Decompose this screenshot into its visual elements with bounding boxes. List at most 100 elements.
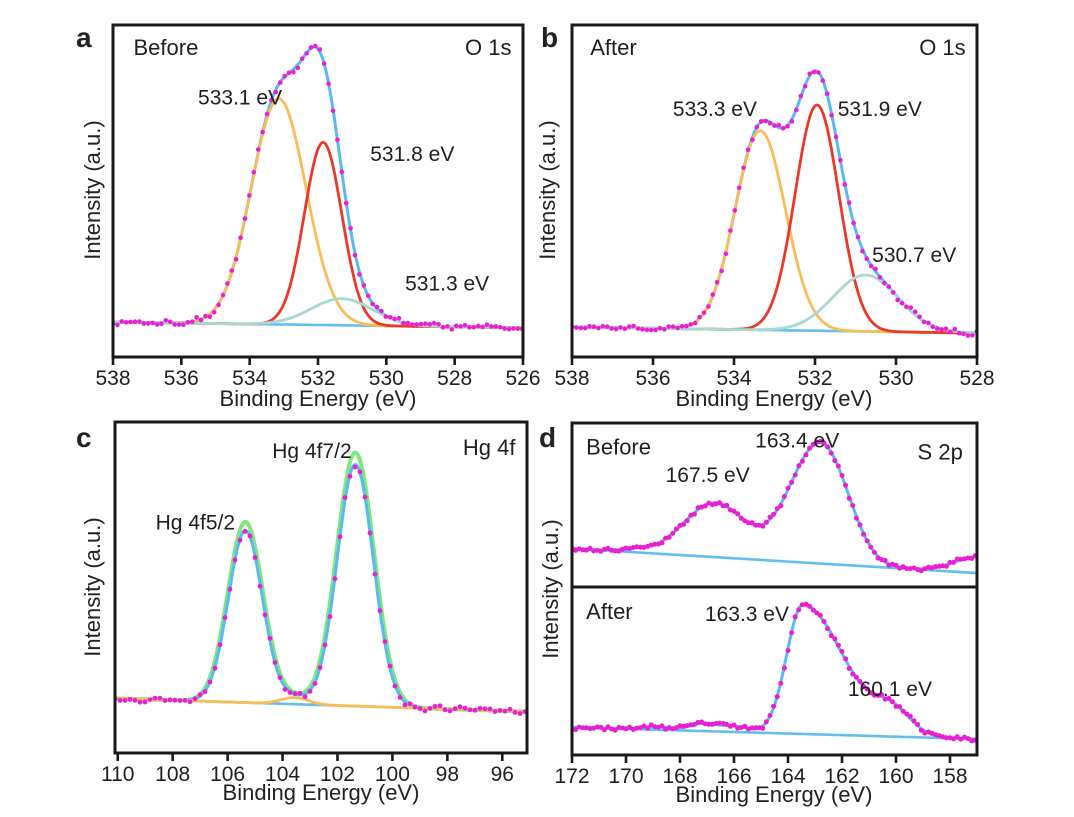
panel-tag: After [586,599,632,624]
data-point [357,469,363,475]
data-point [497,708,503,713]
data-point [312,681,318,686]
panel-d2-plot-area [572,601,977,744]
data-point [437,703,443,709]
data-point [262,612,268,618]
corner-label: O 1s [465,35,511,60]
data-point [954,556,960,562]
data-point [701,310,707,316]
data-point [778,680,784,686]
corner-label: O 1s [919,35,965,60]
data-point [745,147,751,153]
data-point [634,544,640,550]
data-point [832,458,838,464]
data-point [431,320,437,326]
peak-annotation: 533.1 eV [198,86,282,109]
data-point [127,697,133,702]
data-point [662,327,667,332]
data-point [132,319,138,325]
data-point [207,314,213,320]
data-point [789,119,795,124]
data-point [886,695,892,701]
data-point [405,320,411,326]
data-point [225,281,230,286]
data-point [379,308,384,314]
data-point [810,607,816,613]
data-point [229,268,235,273]
data-point [137,319,142,324]
data-point [659,540,665,546]
data-point [295,65,301,71]
x-tick-label: 100 [375,763,410,786]
data-point [864,256,870,262]
data-point [357,272,362,277]
x-tick-label: 536 [635,367,670,390]
data-point [216,302,221,308]
data-point [798,93,804,99]
data-point [951,559,957,565]
data-point [152,695,158,701]
data-point [286,70,292,76]
data-point [335,137,340,142]
data-point [401,320,406,326]
data-point [238,235,243,240]
x-tick-label: 106 [210,763,245,786]
data-point [453,323,459,329]
data-point [792,614,798,620]
data-point [321,61,327,66]
data-point [637,544,643,550]
data-point [774,694,780,700]
data-point [492,709,498,714]
data-point [648,327,654,333]
x-tick-label: 530 [878,367,913,390]
panel-b-frame [570,23,979,359]
data-point [811,69,817,75]
data-point [758,119,764,124]
data-point [829,113,834,118]
x-tick-label: 108 [155,763,190,786]
data-point [877,274,883,280]
data-point [736,185,742,191]
data-point [414,322,419,327]
x-axis-label-b: Binding Energy (eV) [675,386,873,411]
data-point [264,111,270,117]
data-point [855,234,861,240]
data-point [445,324,450,329]
data-point [181,322,186,328]
panel-letter-a: a [76,22,92,53]
peak-annotation: 163.4 eV [755,429,839,452]
data-point [857,679,863,684]
data-point [185,320,191,325]
data-point [776,122,782,128]
data-point [710,292,716,297]
data-point [427,706,433,711]
data-point [825,626,831,632]
data-point [645,725,651,731]
data-point [302,694,308,700]
data-point [781,665,787,671]
component-curve-red [113,141,523,330]
data-point [828,450,834,456]
x-tick-label: 96 [491,763,514,786]
x-tick-label: 172 [554,765,589,788]
data-point [965,333,971,338]
data-point [871,549,877,555]
data-point [167,319,173,325]
data-point [851,220,856,226]
data-point [308,45,314,50]
data-point [167,697,173,703]
data-point [489,324,494,329]
data-point [692,320,698,326]
peak-annotation: 163.3 eV [705,603,789,626]
data-point [457,704,463,710]
data-point [211,309,217,315]
data-point [220,292,226,298]
data-point [781,494,787,499]
data-point [792,472,798,478]
data-point [803,452,809,458]
data-point [141,321,147,326]
peak-annotation: 160.1 eV [848,678,932,701]
data-point [772,123,777,128]
data-point [706,721,712,727]
data-point [802,83,808,89]
